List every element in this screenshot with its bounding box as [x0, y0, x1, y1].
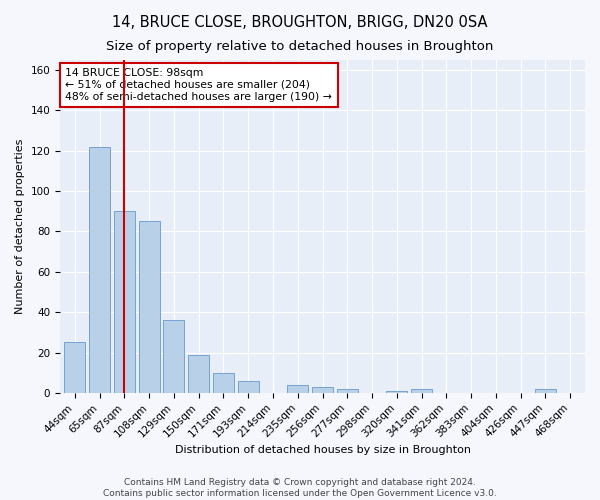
Bar — [238, 381, 259, 393]
Y-axis label: Number of detached properties: Number of detached properties — [15, 138, 25, 314]
Bar — [213, 372, 234, 393]
Bar — [139, 222, 160, 393]
Text: Contains HM Land Registry data © Crown copyright and database right 2024.
Contai: Contains HM Land Registry data © Crown c… — [103, 478, 497, 498]
Text: Size of property relative to detached houses in Broughton: Size of property relative to detached ho… — [106, 40, 494, 53]
Bar — [163, 320, 184, 393]
Bar — [337, 389, 358, 393]
X-axis label: Distribution of detached houses by size in Broughton: Distribution of detached houses by size … — [175, 445, 470, 455]
Bar — [64, 342, 85, 393]
Bar — [535, 389, 556, 393]
Bar — [386, 391, 407, 393]
Text: 14, BRUCE CLOSE, BROUGHTON, BRIGG, DN20 0SA: 14, BRUCE CLOSE, BROUGHTON, BRIGG, DN20 … — [112, 15, 488, 30]
Bar — [188, 354, 209, 393]
Bar — [114, 212, 135, 393]
Bar — [287, 385, 308, 393]
Bar — [312, 387, 333, 393]
Text: 14 BRUCE CLOSE: 98sqm
← 51% of detached houses are smaller (204)
48% of semi-det: 14 BRUCE CLOSE: 98sqm ← 51% of detached … — [65, 68, 332, 102]
Bar — [411, 389, 432, 393]
Bar — [89, 146, 110, 393]
